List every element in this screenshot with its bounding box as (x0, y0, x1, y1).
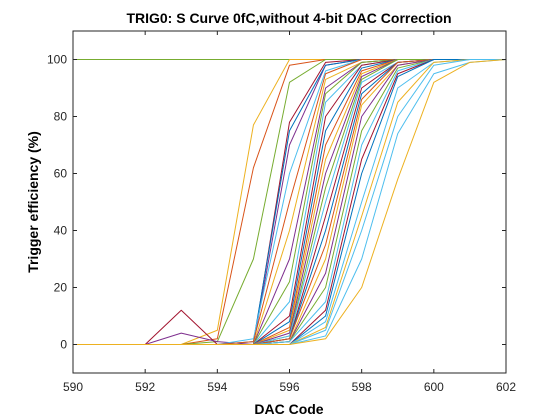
tick-layer: 590 592 594 596 598 600 602 0 20 40 60 80 100 (47, 31, 516, 394)
y-tick-label: 60 (54, 167, 68, 181)
x-tick-label: 596 (279, 380, 299, 394)
y-tick-label: 20 (54, 281, 68, 295)
y-axis-label: Trigger efficiency (%) (25, 131, 41, 273)
x-tick-label: 594 (207, 380, 227, 394)
y-tick-label: 0 (60, 338, 67, 352)
chart-title: TRIG0: S Curve 0fC,without 4-bit DAC Cor… (126, 10, 451, 26)
y-tick-label: 100 (47, 53, 67, 67)
y-tick-label: 80 (54, 110, 68, 124)
x-tick-label: 598 (352, 380, 372, 394)
series-layer (73, 59, 507, 345)
y-tick-label: 40 (54, 224, 68, 238)
x-tick-label: 602 (496, 380, 516, 394)
x-axis-label: DAC Code (254, 401, 323, 417)
x-tick-label: 600 (424, 380, 444, 394)
series-line-34 (73, 59, 507, 345)
x-tick-label: 590 (63, 380, 83, 394)
x-tick-label: 592 (135, 380, 155, 394)
